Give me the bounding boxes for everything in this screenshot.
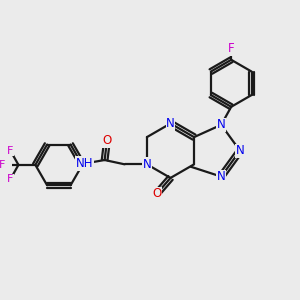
Text: NH: NH — [76, 157, 93, 170]
Text: F: F — [7, 174, 14, 184]
Text: F: F — [228, 42, 235, 56]
Text: N: N — [236, 144, 244, 157]
Text: N: N — [217, 170, 226, 183]
Text: O: O — [152, 188, 161, 200]
Text: F: F — [7, 146, 14, 156]
Text: F: F — [0, 160, 5, 170]
Text: N: N — [166, 117, 175, 130]
Text: O: O — [102, 134, 112, 147]
Text: N: N — [217, 118, 226, 131]
Text: N: N — [142, 158, 151, 171]
